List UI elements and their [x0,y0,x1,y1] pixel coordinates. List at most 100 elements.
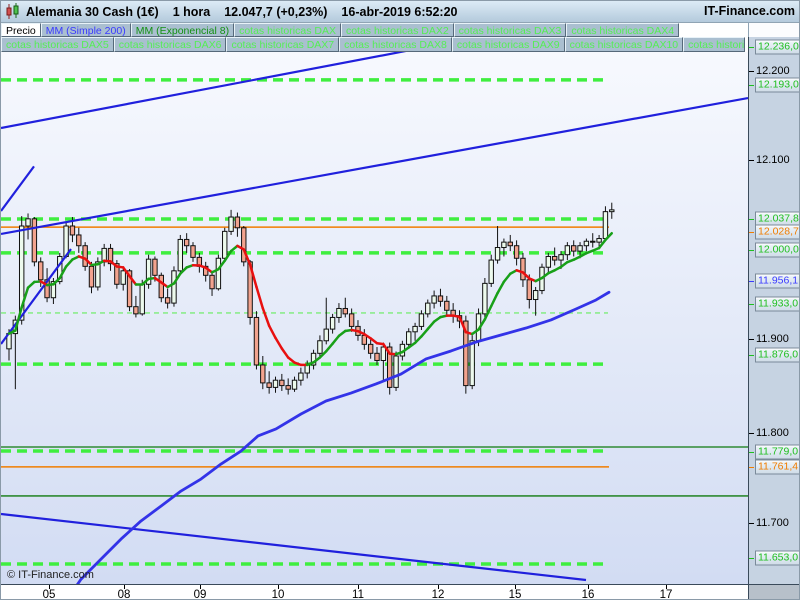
candle-body [171,270,177,304]
time-tick-label: 09 [193,589,207,600]
candle-body [266,382,272,388]
price-tick [749,339,754,340]
price-tick-label: 12.100 [756,154,790,166]
indicator2-tab-5[interactable]: cotas historicas DAX10 [564,37,684,52]
level-tick [749,281,754,282]
time-tick [588,585,589,589]
trendline [1,512,587,582]
chart-plot-area[interactable]: © IT-Finance.com [1,52,748,584]
candle-body [183,238,190,247]
price-axis[interactable]: 12.200 12.100 11.900 11.800 11.700 12.236,0 12… [748,37,799,584]
ema8-segment [483,304,493,321]
indicator-tab-3[interactable]: cotas historicas DAX [234,23,341,37]
candle-body [241,227,247,263]
level-tick [749,355,754,356]
ema8-segment [604,232,614,242]
candle-body [545,255,552,268]
candle-body [285,385,291,390]
ema8-segment [223,249,233,263]
candle-body [577,245,583,252]
level-price-label: 12.236,0 [755,39,799,55]
candle-body [551,255,558,261]
candle-body [387,346,393,388]
ema8-segment [20,286,30,309]
timeframe: 1 hora [172,4,211,19]
ema8-segment [179,266,188,275]
candle-body [609,209,615,213]
candle-body [374,352,380,361]
candlestick-chart[interactable] [1,52,748,584]
candle-body [177,238,184,272]
price-tick [749,523,754,524]
ema8-segment [458,315,468,334]
ema8-segment [496,280,506,295]
ema8-segment [477,318,487,331]
trendline [1,96,748,236]
level-tick [749,219,754,220]
chart-background [1,52,748,584]
ema8-segment [267,324,277,340]
price-tick-label: 11.800 [756,427,789,439]
title-bar: Alemania 30 Cash (1€) 1 hora 12.047,7 (+… [1,1,799,23]
trendline [1,248,72,345]
candle-body [463,320,469,387]
ema8-segment [312,356,322,364]
ema8-segment [58,265,68,280]
indicator-tab-1[interactable]: MM (Simple 200) [40,23,131,37]
indicator2-tab-3[interactable]: cotas historicas DAX8 [339,37,452,52]
candle-body [520,257,526,281]
ema8-segment [83,257,93,267]
ema8-segment [204,266,214,274]
candle-body [69,225,76,236]
time-axis[interactable]: 05 08 09 10 11 12 15 16 17 [1,584,748,600]
candle-body [190,245,196,258]
indicator2-tab-4[interactable]: cotas historicas DAX9 [451,37,565,52]
indicator2-tab-1[interactable]: cotas historicas DAX6 [113,37,227,52]
level-price-label: 12.037,8 [755,211,799,227]
brand-text: IT-Finance.com [704,4,795,18]
ema8-segment [280,347,290,359]
axis-corner-top [748,23,799,37]
ema8-segment [382,342,391,355]
indicator-tab-row-1: Precio MM (Simple 200) MM (Exponencial 8) c… [1,23,799,37]
candle-body [564,245,571,256]
indicator-tab-6[interactable]: cotas historicas DAX4 [566,23,680,37]
candle-body [412,325,418,333]
ema8-segment [420,327,430,338]
indicator-tab-row-2: cotas historicas DAX5 cotas historicas DA… [1,37,748,52]
candle-body [393,355,399,388]
candle-body [317,340,323,354]
ema8-segment [261,306,271,328]
ema8-segment [109,260,119,268]
level-tick [749,47,754,48]
candle-body [501,241,507,249]
time-tick [49,585,50,589]
indicator-tab-5[interactable]: cotas historicas DAX3 [453,23,567,37]
indicator2-tab-6[interactable]: cotas histori [683,37,746,52]
candle-body [164,297,171,304]
ema8-segment [502,272,512,284]
time-tick-label: 08 [117,589,131,600]
indicator-tab-0[interactable]: Precio [1,23,41,37]
candle-body [133,306,139,315]
ema8-segment [407,341,417,349]
level-price-label: 11.653,0 [755,550,799,566]
candle-body [526,279,532,301]
time-tick-label: 17 [659,589,673,600]
candle-body [558,254,564,261]
time-tick [358,585,359,589]
ema8-segment [521,271,531,280]
ema8-segment [363,332,372,340]
indicator2-tab-0[interactable]: cotas historicas DAX5 [1,37,114,52]
candle-body [329,316,336,330]
indicator-tab-2[interactable]: MM (Exponencial 8) [130,23,235,37]
candle-body [215,257,222,290]
ema8-segment [432,315,442,323]
indicator-tab-4[interactable]: cotas historicas DAX2 [340,23,454,37]
level-tick [749,250,754,251]
candle-body [158,274,164,299]
level-price-label: 12.000,0 [755,242,799,258]
time-tick-label: 16 [581,589,595,600]
indicator2-tab-2[interactable]: cotas historicas DAX7 [226,37,340,52]
